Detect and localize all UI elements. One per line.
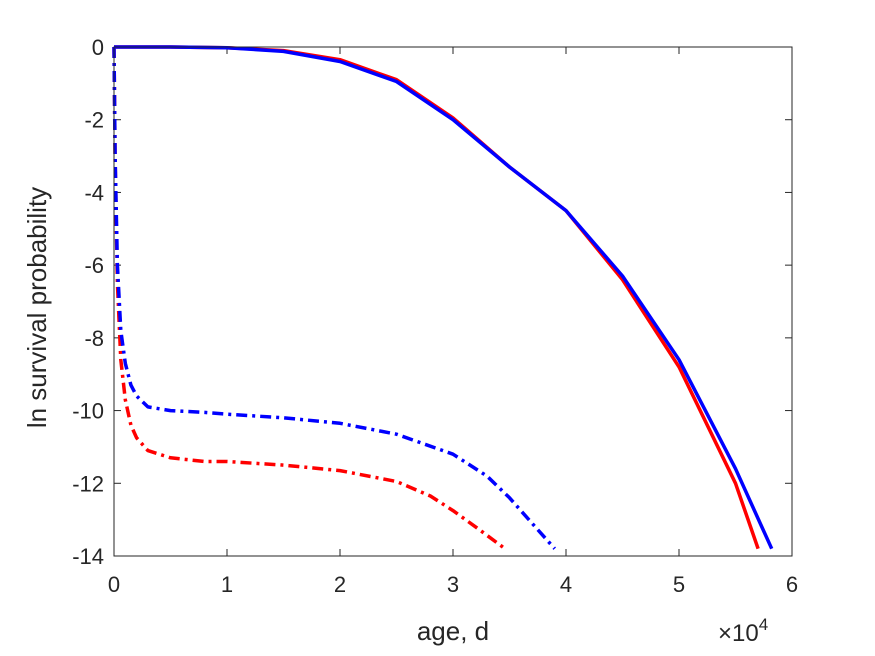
x-tick-label: 0 (108, 572, 120, 597)
plot-box (113, 46, 793, 557)
y-tick-label: -10 (72, 399, 104, 424)
y-tick-label: -4 (84, 180, 104, 205)
x-exponent-power: 4 (759, 615, 768, 634)
series-line-4 (112, 46, 557, 550)
x-tick-label: 5 (673, 572, 685, 597)
series-line-2 (114, 45, 774, 550)
y-tick-label: -14 (72, 544, 104, 569)
y-axis-label: ln survival probability (22, 187, 52, 428)
x-exponent-multiplier: ×10 (718, 620, 759, 647)
series-line-1 (114, 45, 760, 550)
y-tick-labels: 0 -2 -4 -6 -8 -10 -12 -14 (72, 35, 104, 569)
x-tick-label: 6 (786, 572, 798, 597)
y-tick-label: -2 (84, 108, 104, 133)
y-tick-label: 0 (92, 35, 104, 60)
x-tick-label: 2 (334, 572, 346, 597)
x-axis-exponent: ×104 (718, 615, 768, 647)
x-tick-label: 4 (560, 572, 572, 597)
y-tick-label: -6 (84, 253, 104, 278)
x-tick-label: 3 (447, 572, 459, 597)
x-tick-labels: 0 1 2 3 4 5 6 (108, 572, 798, 597)
series-line-3 (112, 46, 507, 551)
axis-ticks (113, 46, 793, 557)
x-axis-label: age, d (417, 616, 489, 646)
series-layer (112, 45, 774, 551)
x-tick-label: 1 (221, 572, 233, 597)
y-tick-label: -12 (72, 471, 104, 496)
y-tick-label: -8 (84, 326, 104, 351)
